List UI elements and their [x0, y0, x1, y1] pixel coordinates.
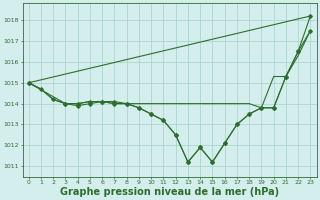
X-axis label: Graphe pression niveau de la mer (hPa): Graphe pression niveau de la mer (hPa)	[60, 187, 279, 197]
